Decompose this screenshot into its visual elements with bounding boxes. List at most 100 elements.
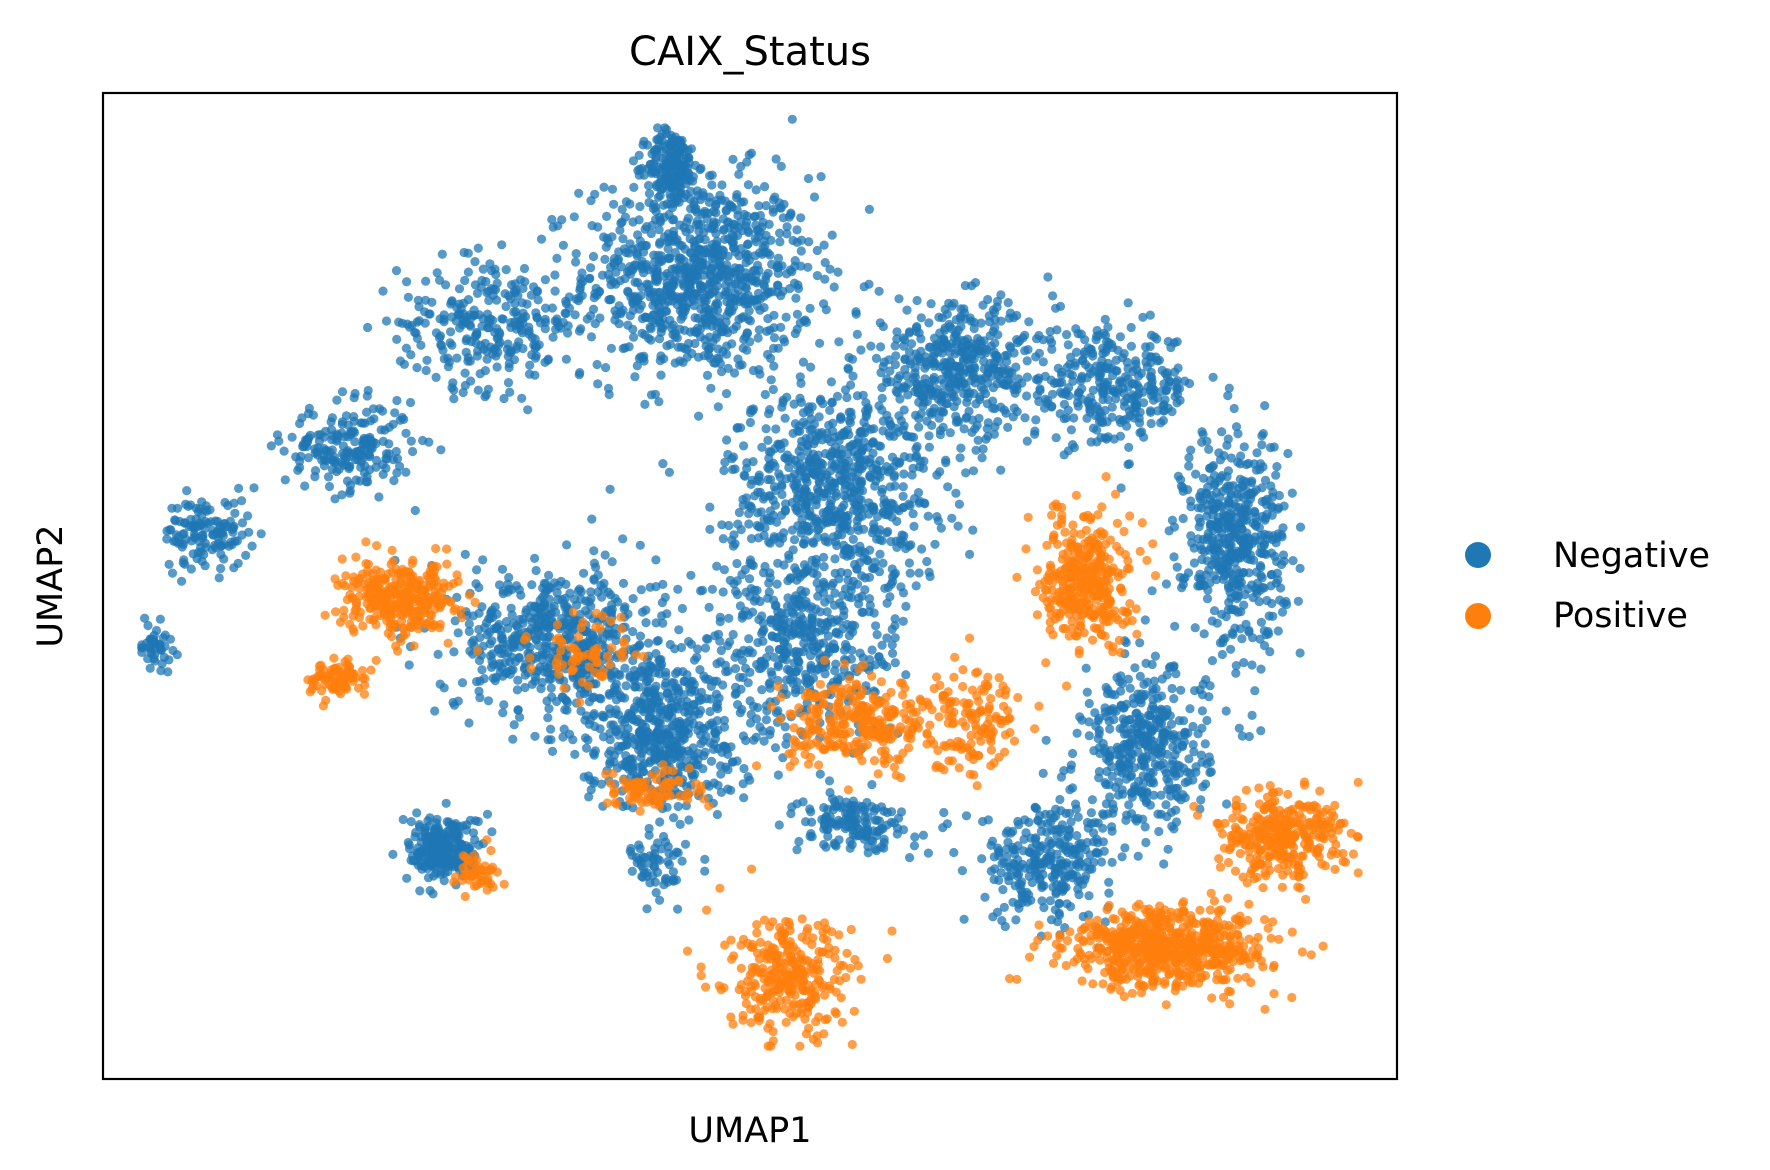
data-point-negative: [795, 426, 805, 436]
data-point-negative: [949, 392, 959, 402]
data-point-negative: [1176, 475, 1186, 485]
data-point-negative: [1196, 795, 1206, 805]
data-point-negative: [527, 332, 537, 343]
data-point-negative: [754, 325, 764, 335]
data-point-negative: [1022, 356, 1032, 366]
data-point-negative: [519, 263, 530, 274]
data-point-negative: [487, 656, 497, 666]
data-point-negative: [602, 211, 612, 221]
data-point-negative: [1171, 805, 1181, 815]
data-point-negative: [197, 497, 207, 507]
data-point-negative: [1066, 760, 1076, 770]
data-point-negative: [983, 815, 994, 825]
data-point-negative: [1243, 584, 1253, 594]
data-point-negative: [170, 516, 181, 526]
data-point-negative: [558, 317, 568, 328]
data-point-negative: [680, 344, 690, 354]
data-point-negative: [226, 537, 236, 547]
data-point-negative: [728, 464, 738, 475]
data-point-negative: [618, 578, 629, 589]
data-point-negative: [1041, 844, 1051, 854]
data-point-negative: [768, 495, 778, 505]
data-point-negative: [448, 697, 458, 708]
data-point-negative: [206, 517, 216, 527]
data-point-negative: [1093, 716, 1103, 726]
data-point-negative: [1237, 634, 1247, 644]
data-point-negative: [662, 269, 672, 279]
data-point-negative: [634, 150, 644, 160]
data-point-negative: [605, 295, 615, 305]
data-point-negative: [146, 648, 156, 658]
data-point-negative: [1215, 455, 1225, 465]
data-point-negative: [449, 647, 459, 657]
data-point-negative: [584, 274, 595, 284]
data-point-negative: [533, 295, 543, 305]
data-point-negative: [977, 453, 987, 463]
data-point-negative: [1228, 532, 1238, 542]
data-point-negative: [836, 413, 846, 423]
data-point-negative: [137, 643, 147, 653]
data-point-negative: [163, 667, 173, 677]
data-point-negative: [973, 435, 983, 445]
data-point-negative: [603, 270, 614, 280]
data-point-negative: [607, 232, 617, 242]
data-point-negative: [914, 422, 924, 432]
data-point-negative: [1084, 698, 1094, 709]
data-point-negative: [970, 278, 981, 288]
data-point-negative: [899, 405, 909, 415]
data-point-negative: [216, 563, 226, 574]
data-point-negative: [856, 345, 866, 355]
data-point-negative: [1250, 686, 1260, 696]
data-point-negative: [1162, 774, 1172, 784]
data-point-negative: [1223, 434, 1233, 444]
data-point-negative: [229, 498, 239, 508]
data-point-negative: [1124, 763, 1134, 773]
data-point-negative: [753, 260, 763, 270]
data-point-negative: [1258, 511, 1268, 521]
data-point-negative: [605, 484, 615, 494]
data-point-negative: [820, 258, 830, 268]
data-point-negative: [729, 368, 740, 378]
data-point-negative: [1226, 644, 1236, 654]
data-point-negative: [164, 559, 174, 570]
data-point-negative: [878, 362, 888, 372]
data-point-negative: [529, 340, 539, 350]
data-point-negative: [1094, 330, 1104, 340]
data-point-negative: [899, 469, 909, 479]
data-point-negative: [893, 380, 903, 390]
data-point-negative: [685, 224, 695, 234]
data-point-negative: [1145, 711, 1155, 721]
data-point-negative: [1239, 658, 1249, 668]
data-point-negative: [1089, 828, 1099, 838]
data-point-negative: [1113, 345, 1123, 355]
data-point-negative: [473, 385, 483, 395]
data-point-negative: [775, 538, 785, 548]
data-point-negative: [877, 536, 887, 546]
data-point-negative: [1095, 371, 1105, 381]
data-point-negative: [1060, 389, 1071, 399]
data-point-negative: [905, 327, 915, 337]
data-point-negative: [1223, 561, 1233, 571]
data-point-negative: [910, 372, 921, 382]
data-point-negative: [300, 481, 310, 491]
data-point-negative: [669, 174, 679, 184]
data-point-negative: [1189, 558, 1199, 568]
data-point-negative: [593, 587, 603, 597]
data-point-negative: [329, 452, 339, 462]
data-point-negative: [866, 424, 876, 434]
data-point-negative: [848, 467, 858, 477]
data-point-negative: [756, 507, 766, 517]
data-point-negative: [198, 530, 208, 541]
data-point-negative: [826, 377, 837, 387]
data-point-negative: [1080, 335, 1090, 345]
data-point-negative: [681, 292, 691, 302]
data-point-negative: [526, 624, 537, 634]
data-point-negative: [530, 353, 541, 363]
data-point-negative: [1145, 341, 1155, 352]
data-point-negative: [449, 394, 459, 404]
data-point-negative: [497, 564, 508, 574]
data-point-negative: [293, 465, 303, 475]
data-point-negative: [518, 614, 528, 624]
data-point-negative: [805, 511, 815, 521]
data-point-negative: [1145, 310, 1155, 320]
